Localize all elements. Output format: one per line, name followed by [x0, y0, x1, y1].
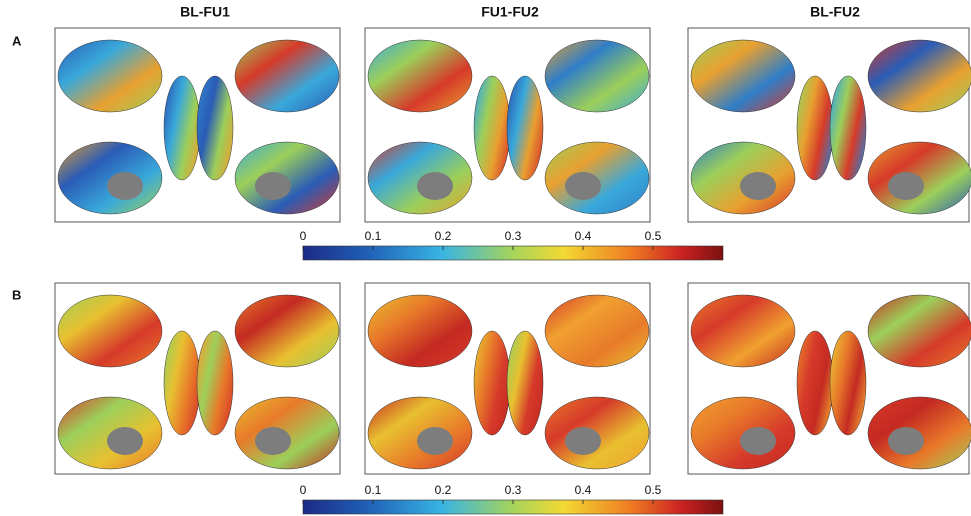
brain-lateral — [867, 39, 971, 113]
brain-medial — [57, 141, 163, 215]
brain-medial — [690, 141, 796, 215]
brain-lateral — [234, 294, 340, 368]
brain-medial — [690, 396, 796, 470]
column-title: BL-FU1 — [180, 4, 230, 20]
brain-core — [417, 427, 453, 455]
brain-lateral — [690, 294, 796, 368]
colorbar-tick-label: 0.2 — [435, 483, 452, 497]
colorbar-tick-label: 0.4 — [575, 229, 592, 243]
colorbar-tick-label: 0.3 — [505, 229, 522, 243]
brain-panel — [367, 39, 650, 215]
brain-dorsal — [196, 330, 234, 436]
brain-core — [107, 427, 143, 455]
brain-core — [565, 427, 601, 455]
brain-dorsal — [829, 330, 867, 436]
brain-core — [888, 172, 924, 200]
brain-dorsal — [506, 330, 544, 436]
brain-dorsal — [796, 75, 834, 181]
brain-core — [740, 427, 776, 455]
brain-lateral — [867, 294, 971, 368]
brain-panel — [367, 294, 650, 470]
brain-lateral — [57, 39, 163, 113]
brain-panel — [690, 39, 971, 215]
brain-dorsal — [473, 330, 511, 436]
brain-dorsal — [163, 330, 201, 436]
brain-core — [255, 172, 291, 200]
brain-panel — [57, 294, 340, 470]
brain-lateral — [367, 294, 473, 368]
colorbar-tick-label: 0.1 — [365, 483, 382, 497]
brain-lateral — [544, 39, 650, 113]
colorbar-tick-label: 0.2 — [435, 229, 452, 243]
brain-core — [740, 172, 776, 200]
brain-core — [565, 172, 601, 200]
column-title: BL-FU2 — [810, 4, 860, 20]
brain-lateral — [544, 294, 650, 368]
brain-lateral — [234, 39, 340, 113]
brain-medial — [367, 141, 473, 215]
colorbar-tick-label: 0.5 — [645, 483, 662, 497]
brain-medial — [367, 396, 473, 470]
brain-core — [417, 172, 453, 200]
colorbar-tick-label: 0 — [300, 229, 307, 243]
brain-lateral — [57, 294, 163, 368]
column-title: FU1-FU2 — [481, 4, 539, 20]
brain-dorsal — [829, 75, 867, 181]
row-label: A — [12, 33, 22, 48]
brain-core — [255, 427, 291, 455]
brain-dorsal — [196, 75, 234, 181]
brain-dorsal — [473, 75, 511, 181]
brain-panel — [690, 294, 971, 470]
brain-medial — [57, 396, 163, 470]
colorbar-tick-label: 0.1 — [365, 229, 382, 243]
colorbar-tick-label: 0.5 — [645, 229, 662, 243]
colorbar-tick-label: 0.4 — [575, 483, 592, 497]
brain-lateral — [367, 39, 473, 113]
brain-core — [888, 427, 924, 455]
brain-dorsal — [796, 330, 834, 436]
row-label: B — [12, 287, 21, 302]
brain-core — [107, 172, 143, 200]
brain-panel — [57, 39, 340, 215]
colorbar-tick-label: 0.3 — [505, 483, 522, 497]
colorbar-tick-label: 0 — [300, 483, 307, 497]
brain-lateral — [690, 39, 796, 113]
brain-dorsal — [506, 75, 544, 181]
brain-dorsal — [163, 75, 201, 181]
